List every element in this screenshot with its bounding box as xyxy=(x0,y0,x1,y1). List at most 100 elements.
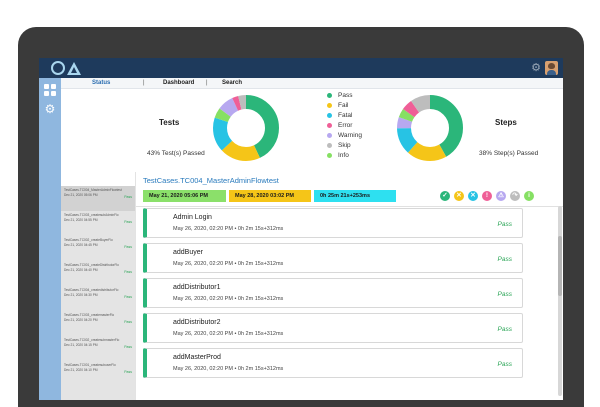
error-filter-icon[interactable]: ! xyxy=(482,191,492,201)
dashboard-grid-icon[interactable] xyxy=(44,84,56,96)
test-list-name: TestCases.TC003_createmasterFlo xyxy=(64,313,115,317)
step-status: Pass xyxy=(497,221,512,228)
steps-donut-chart xyxy=(397,95,463,161)
test-list-item[interactable]: TestCases.TC002_createBuyerFlo Dec 21, 20… xyxy=(61,236,135,261)
legend-label: Info xyxy=(338,151,349,159)
nav-separator: | xyxy=(143,80,145,86)
nav-status[interactable]: Status xyxy=(92,80,111,86)
step-time: May 26, 2020, 02:20 PM • 0h 2m 15s+312ms xyxy=(173,296,284,302)
step-status: Pass xyxy=(497,291,512,298)
step-row[interactable]: addDistributor2 May 26, 2020, 02:20 PM • … xyxy=(143,313,523,343)
test-list-status: Pass xyxy=(124,220,132,224)
test-list: TestCases.TC004_MasterAdminFlowtest Dec 2… xyxy=(61,186,135,400)
test-list-status: Pass xyxy=(124,295,132,299)
fatal-filter-icon[interactable]: ✕ xyxy=(468,191,478,201)
test-list-date: Dec 21, 2020 04:10 PM xyxy=(64,367,98,372)
step-name: addDistributor2 xyxy=(173,319,221,326)
legend-item-fail: Fail xyxy=(327,100,387,110)
duration-badge: 0h 25m 21s+253ms xyxy=(314,190,396,202)
test-list-item[interactable]: TestCases.TC004_createdistributorFlo Dec … xyxy=(61,286,135,311)
legend-dot xyxy=(327,92,332,98)
legend-dot xyxy=(327,122,332,128)
step-time: May 26, 2020, 02:20 PM • 0h 2m 15s+312ms xyxy=(173,261,284,267)
step-status: Pass xyxy=(497,361,512,368)
test-list-status: Pass xyxy=(124,345,132,349)
test-list-name: TestCases.TC001_createDistributorFlo xyxy=(64,263,119,267)
step-status: Pass xyxy=(497,256,512,263)
tests-slice-fail xyxy=(213,95,279,161)
test-list-name: TestCases.TC002_createBuyerFlo xyxy=(64,238,113,242)
test-list-item[interactable]: TestCases.TC004_MasterAdminFlowtest Dec 2… xyxy=(61,186,135,211)
step-row[interactable]: addMasterProd May 26, 2020, 02:20 PM • 0h… xyxy=(143,348,523,378)
legend-dot xyxy=(327,102,332,108)
test-list-item[interactable]: TestCases.TC001_createDistributorFlo Dec … xyxy=(61,261,135,286)
test-list-date: Dec 21, 2020 04:30 PM xyxy=(64,292,98,297)
settings-gear-icon[interactable]: ⚙ xyxy=(44,102,56,116)
step-name: addMasterProd xyxy=(173,354,221,361)
test-list-item[interactable]: TestCases.TC003_createmasterFlo Dec 21, 2… xyxy=(61,311,135,336)
steps-slice-fatal xyxy=(397,95,463,161)
end-time-badge: May 28, 2020 03:02 PM xyxy=(229,190,311,202)
steps-slice-fail xyxy=(397,95,463,161)
step-time: May 26, 2020, 02:20 PM • 0h 2m 15s+312ms xyxy=(173,226,284,232)
step-row[interactable]: addBuyer May 26, 2020, 02:20 PM • 0h 2m 1… xyxy=(143,243,523,273)
test-list-date: Dec 21, 2020 04:55 PM xyxy=(64,217,98,222)
step-name: Admin Login xyxy=(173,214,212,221)
test-list-item[interactable]: TestCases.TC003_createsubAdminFlo Dec 21,… xyxy=(61,211,135,236)
legend-dot xyxy=(327,132,332,138)
tests-slice-skip xyxy=(213,95,279,161)
divider xyxy=(136,206,563,207)
test-list-date: Dec 21, 2020 04:15 PM xyxy=(64,342,98,347)
qa-logo xyxy=(51,60,81,76)
skip-filter-icon[interactable]: ↷ xyxy=(510,191,520,201)
info-filter-icon[interactable]: i xyxy=(524,191,534,201)
legend-dot xyxy=(327,142,332,148)
test-case-title: TestCases.TC004_MasterAdminFlowtest xyxy=(143,176,279,185)
step-list: Admin Login May 26, 2020, 02:20 PM • 0h 2… xyxy=(143,208,523,383)
test-list-name: TestCases.TC001_createsubuserFlo xyxy=(64,363,116,367)
nav-dashboard[interactable]: Dashboard xyxy=(163,80,195,86)
test-list-name: TestCases.TC004_createdistributorFlo xyxy=(64,288,119,292)
user-avatar[interactable] xyxy=(545,61,558,75)
legend-item-pass: Pass xyxy=(327,90,387,100)
test-list-name: TestCases.TC002_createsubmasterFlo xyxy=(64,338,120,342)
step-status: Pass xyxy=(497,326,512,333)
test-list-name: TestCases.TC003_createsubAdminFlo xyxy=(64,213,119,217)
step-time: May 26, 2020, 02:20 PM • 0h 2m 15s+312ms xyxy=(173,366,284,372)
test-list-date: Dec 21, 2020 04:20 PM xyxy=(64,317,98,322)
status-filter-icons: ✓ ✕ ✕! ⚠ ↷ i xyxy=(440,191,534,201)
steps-passed-label: 38% Step(s) Passed xyxy=(479,150,539,157)
nav-search[interactable]: Search xyxy=(222,80,243,86)
steps-slice-skip xyxy=(397,95,463,161)
logo-a-shape xyxy=(67,61,81,75)
legend-item-info: Info xyxy=(327,150,387,160)
test-list-status: Pass xyxy=(124,195,132,199)
test-list-item[interactable]: TestCases.TC002_createsubmasterFlo Dec 21… xyxy=(61,336,135,361)
nav-separator: | xyxy=(206,80,208,86)
legend-item-fatal: Fatal xyxy=(327,110,387,120)
legend-item-skip: Skip xyxy=(327,140,387,150)
left-sidebar: ⚙ xyxy=(39,78,61,400)
step-row[interactable]: addDistributor1 May 26, 2020, 02:20 PM • … xyxy=(143,278,523,308)
test-list-status: Pass xyxy=(124,245,132,249)
pass-filter-icon[interactable]: ✓ xyxy=(440,191,450,201)
start-time-badge: May 21, 2020 05:06 PM xyxy=(143,190,226,202)
tests-passed-label: 43% Test(s) Passed xyxy=(147,150,205,157)
test-list-status: Pass xyxy=(124,370,132,374)
test-list-status: Pass xyxy=(124,320,132,324)
tests-slice-fatal xyxy=(213,95,279,161)
top-bar: ⚙ xyxy=(39,58,563,78)
legend-label: Warning xyxy=(338,131,362,139)
step-row[interactable]: Admin Login May 26, 2020, 02:20 PM • 0h 2… xyxy=(143,208,523,238)
fail-filter-icon[interactable]: ✕ xyxy=(454,191,464,201)
app-screen: ⚙ ⚙ Status | Dashboard | Search Tests 43… xyxy=(39,58,563,400)
legend-dot xyxy=(327,112,332,118)
test-list-item[interactable]: TestCases.TC001_createsubuserFlo Dec 21, … xyxy=(61,361,135,386)
legend-label: Fail xyxy=(338,101,349,109)
settings-gear-icon[interactable]: ⚙ xyxy=(531,62,541,74)
steps-title: Steps xyxy=(495,118,517,127)
legend-label: Skip xyxy=(338,141,351,149)
scrollbar-thumb[interactable] xyxy=(558,236,562,296)
detail-scrollbar[interactable] xyxy=(558,206,562,396)
warning-filter-icon[interactable]: ⚠ xyxy=(496,191,506,201)
